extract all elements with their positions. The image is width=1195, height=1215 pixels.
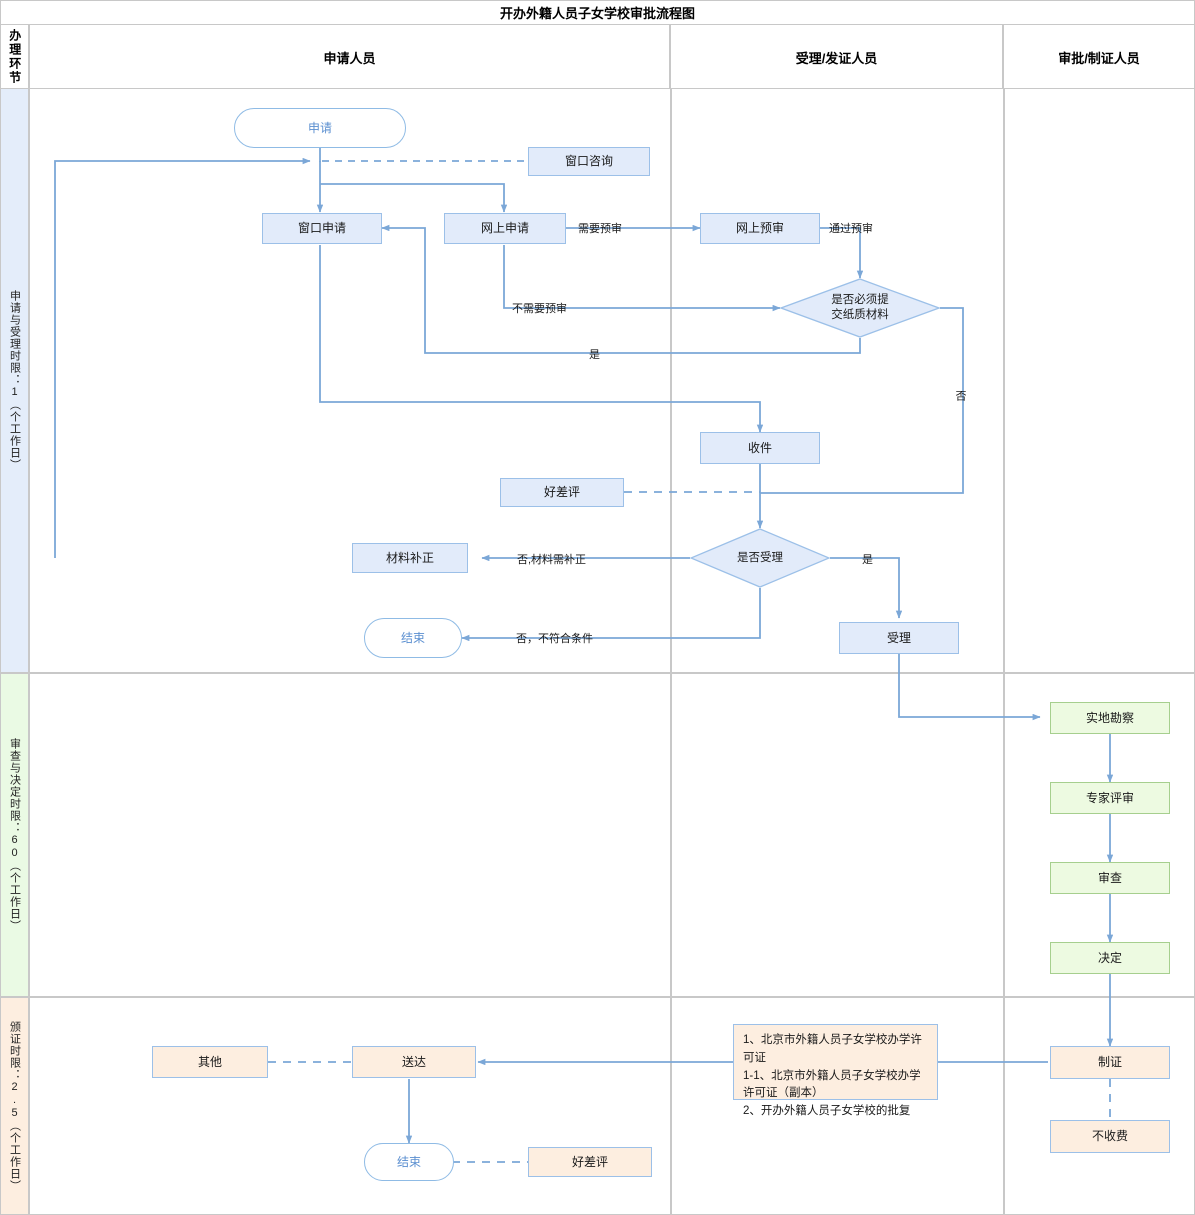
node-make-cert[interactable]: 制证 bbox=[1050, 1046, 1170, 1079]
header-col-acceptance: 受理/发证人员 bbox=[671, 25, 1004, 89]
column-separator-a bbox=[670, 998, 672, 1214]
swimlane-header-row: 办理环节 申请人员 受理/发证人员 审批/制证人员 bbox=[1, 25, 1194, 89]
edge-label-need-prereview: 需要预审 bbox=[578, 223, 622, 235]
edge-label-no-need-fix: 否,材料需补正 bbox=[517, 554, 587, 566]
column-separator-b bbox=[1003, 89, 1005, 672]
doc-item-3: 2、开办外籍人员子女学校的批复 bbox=[743, 1105, 911, 1118]
node-need-paper-decision[interactable]: 是否必须提 交纸质材料 bbox=[780, 278, 940, 338]
node-need-paper-line2: 交纸质材料 bbox=[831, 309, 889, 321]
node-rating-2[interactable]: 好差评 bbox=[528, 1147, 652, 1177]
page-title: 开办外籍人员子女学校审批流程图 bbox=[1, 1, 1194, 25]
node-expert-review[interactable]: 专家评审 bbox=[1050, 782, 1170, 814]
node-accept[interactable]: 受理 bbox=[839, 622, 959, 654]
edge-label-yes-accept: 是 bbox=[862, 554, 873, 566]
band-label-application: 申请与受理时限：1（个工作日） bbox=[1, 89, 30, 672]
doc-item-1: 1、北京市外籍人员子女学校办学许可证 bbox=[743, 1034, 922, 1064]
node-start[interactable]: 申请 bbox=[234, 108, 406, 148]
swimlane-band-issuance: 颁证时限：2.5（个工作日） bbox=[1, 998, 1194, 1214]
node-end-2[interactable]: 结束 bbox=[364, 1143, 454, 1181]
node-accept-decision-label: 是否受理 bbox=[737, 551, 783, 564]
node-material-fix[interactable]: 材料补正 bbox=[352, 543, 468, 573]
edge-label-yes-paper: 是 bbox=[589, 349, 600, 361]
node-deliver[interactable]: 送达 bbox=[352, 1046, 476, 1078]
edge-label-no-paper: 否 bbox=[954, 390, 966, 401]
node-no-fee[interactable]: 不收费 bbox=[1050, 1120, 1170, 1153]
doc-item-2: 1-1、北京市外籍人员子女学校办学许可证（副本） bbox=[743, 1069, 921, 1100]
column-separator-b bbox=[1003, 998, 1005, 1214]
node-online-prereview[interactable]: 网上预审 bbox=[700, 213, 820, 244]
node-examine[interactable]: 审查 bbox=[1050, 862, 1170, 894]
node-receive[interactable]: 收件 bbox=[700, 432, 820, 464]
node-window-consult[interactable]: 窗口咨询 bbox=[528, 147, 650, 176]
header-col-approval: 审批/制证人员 bbox=[1058, 50, 1140, 66]
node-window-apply[interactable]: 窗口申请 bbox=[262, 213, 382, 244]
node-other[interactable]: 其他 bbox=[152, 1046, 268, 1078]
node-end-1[interactable]: 结束 bbox=[364, 618, 462, 658]
node-need-paper-line1: 是否必须提 bbox=[831, 294, 889, 307]
column-separator-a bbox=[670, 674, 672, 996]
swimlane-band-review: 审查与决定时限：60（个工作日） bbox=[1, 674, 1194, 998]
column-separator-a bbox=[670, 89, 672, 672]
band-label-issuance: 颁证时限：2.5（个工作日） bbox=[1, 998, 30, 1214]
band-label-review: 审查与决定时限：60（个工作日） bbox=[1, 674, 30, 996]
node-document-list[interactable]: 1、北京市外籍人员子女学校办学许可证 1-1、北京市外籍人员子女学校办学许可证（… bbox=[733, 1024, 938, 1117]
node-accept-decision[interactable]: 是否受理 bbox=[690, 528, 830, 588]
column-separator-b bbox=[1003, 674, 1005, 996]
swimlane-band-application: 申请与受理时限：1（个工作日） bbox=[1, 89, 1194, 674]
node-online-apply[interactable]: 网上申请 bbox=[444, 213, 566, 244]
edge-label-no-prereview: 不需要预审 bbox=[512, 303, 567, 315]
node-site-survey[interactable]: 实地勘察 bbox=[1050, 702, 1170, 734]
header-col-applicant: 申请人员 bbox=[30, 25, 671, 89]
edge-label-pass-prereview: 通过预审 bbox=[829, 223, 873, 235]
node-rating-1[interactable]: 好差评 bbox=[500, 478, 624, 507]
node-decide[interactable]: 决定 bbox=[1050, 942, 1170, 974]
header-stage-column: 办理环节 bbox=[1, 25, 30, 89]
edge-label-not-qualified: 否，不符合条件 bbox=[516, 633, 593, 645]
